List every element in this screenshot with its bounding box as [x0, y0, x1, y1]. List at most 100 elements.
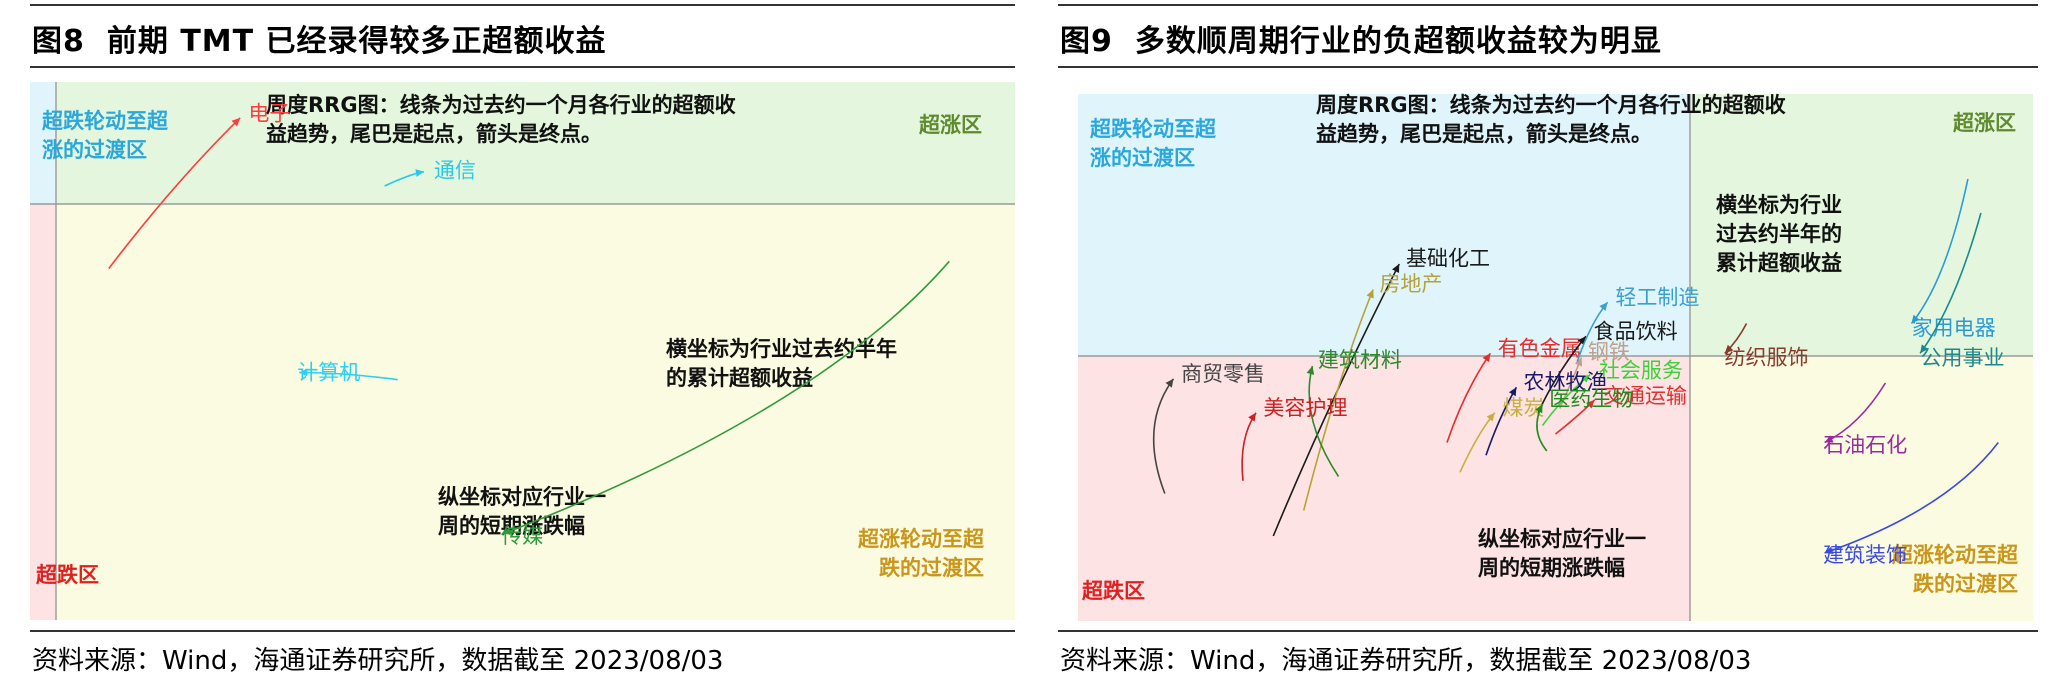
rrg-note: 周度RRG图：线条为过去约一个月各行业的超额收益趋势，尾巴是起点，箭头是终点。 [266, 93, 736, 146]
series-传媒-label: 传媒 [501, 524, 543, 548]
series-食品饮料-label: 食品饮料 [1594, 320, 1678, 344]
x-axis-note: 横坐标为行业过去约半年的累计超额收益 [666, 337, 897, 390]
series-家用电器-label: 家用电器 [1912, 316, 1996, 340]
quadrant-label-bottom-right: 超涨轮动至超跌的过渡区 [858, 527, 985, 580]
series-电子-label: 电子 [248, 102, 290, 126]
series-基础化工-arrow [1392, 264, 1400, 273]
quadrant-bottom-right [56, 204, 1015, 620]
quadrant-label-bottom-right-line: 超涨轮动至超 [858, 527, 985, 551]
series-纺织服饰-label: 纺织服饰 [1725, 345, 1809, 369]
quadrant-label-top-left-line: 超跌轮动至超 [1090, 117, 1217, 141]
series-建筑装饰-arrow [1824, 546, 1834, 555]
quadrant-label-top-left-line: 涨的过渡区 [1090, 146, 1195, 170]
y-axis-note: 纵坐标对应行业一周的短期涨跌幅 [438, 485, 606, 538]
source-note: 资料来源：Wind，海通证券研究所，数据截至 2023/08/03 [32, 646, 724, 676]
rrg-note-line: 益趋势，尾巴是起点，箭头是终点。 [1316, 122, 1652, 146]
series-基础化工-tail [1272, 263, 1400, 537]
series-医药生物-arrow [1535, 404, 1543, 414]
quadrant-label-top-right-line: 超涨区 [1953, 111, 2016, 135]
series-有色金属-arrow [1482, 353, 1491, 363]
series-轻工制造-arrow [1599, 302, 1608, 312]
series-家用电器-arrow [1911, 314, 1920, 324]
top-rule [30, 4, 1015, 6]
rrg-note: 周度RRG图：线条为过去约一个月各行业的超额收益趋势，尾巴是起点，箭头是终点。 [1316, 93, 1786, 146]
series-房地产-arrow [1366, 289, 1374, 299]
series-社会服务-label: 社会服务 [1599, 359, 1683, 383]
x-axis-note-line: 过去约半年的 [1716, 222, 1842, 246]
quadrant-top-left [30, 82, 56, 204]
series-煤炭-arrow [1486, 412, 1495, 422]
title-rule [1058, 66, 2038, 68]
series-建筑材料-label: 建筑材料 [1318, 348, 1402, 372]
series-石油石化-label: 石油石化 [1823, 433, 1907, 457]
top-rule [1058, 4, 2038, 6]
series-轻工制造-label: 轻工制造 [1615, 286, 1699, 310]
series-通信-label: 通信 [434, 159, 476, 183]
series-计算机-tail [299, 371, 398, 381]
quadrant-label-top-right: 超涨区 [919, 113, 982, 137]
series-建筑材料-arrow [1306, 366, 1315, 375]
series-公用事业-arrow [1920, 344, 1929, 354]
series-公用事业-label: 公用事业 [1921, 346, 2005, 370]
figure-8-panel: 图8 前期 TMT 已经录得较多正超额收益 超跌轮动至超涨的过渡区 超涨区超跌区 超涨… [30, 0, 1015, 682]
series-有色金属-label: 有色金属 [1498, 336, 1582, 360]
series-商贸零售-arrow [1165, 378, 1174, 388]
quadrant-label-bottom-left-line: 超跌区 [36, 563, 99, 587]
series-钢铁-arrow [1574, 357, 1583, 367]
series-美容护理-arrow [1248, 412, 1256, 422]
series-农林牧渔-arrow [1508, 387, 1517, 397]
series-电子-arrow [231, 117, 241, 127]
series-传媒-arrow [502, 527, 512, 535]
series-基础化工-label: 基础化工 [1406, 247, 1490, 271]
figure-label: 图9 [1060, 24, 1113, 59]
quadrant-label-bottom-right-line: 超涨轮动至超 [1892, 543, 2019, 567]
source-note: 资料来源：Wind，海通证券研究所，数据截至 2023/08/03 [1060, 646, 1752, 676]
quadrant-label-bottom-left: 超跌区 [1082, 579, 1145, 603]
series-有色金属-tail [1446, 352, 1492, 443]
rrg-note-line: 周度RRG图：线条为过去约一个月各行业的超额收 [266, 93, 736, 117]
series-房地产-label: 房地产 [1379, 272, 1442, 296]
series-交通运输-arrow [1586, 400, 1595, 409]
figure-label: 图8 [32, 24, 85, 59]
series-建筑装饰-tail [1824, 442, 1999, 554]
series-医药生物-label: 医药生物 [1549, 387, 1633, 411]
quadrant-label-bottom-left: 超跌区 [36, 563, 99, 587]
series-商贸零售-label: 商贸零售 [1181, 362, 1265, 386]
series-通信-arrow [415, 169, 424, 177]
series-商贸零售-tail [1152, 378, 1175, 494]
series-建筑材料-tail [1308, 365, 1340, 477]
series-美容护理-label: 美容护理 [1263, 396, 1347, 420]
series-公用事业-tail [1919, 212, 1982, 354]
series-交通运输-label: 交通运输 [1603, 384, 1687, 408]
y-axis-note-line: 纵坐标对应行业一 [1478, 527, 1646, 551]
x-axis-note: 横坐标为行业过去约半年的累计超额收益 [1716, 193, 1842, 275]
series-建筑装饰-label: 建筑装饰 [1823, 543, 1907, 567]
series-房地产-tail [1302, 289, 1374, 511]
rrg-note-line: 益趋势，尾巴是起点，箭头是终点。 [266, 122, 602, 146]
y-axis-note-line: 纵坐标对应行业一 [438, 485, 606, 509]
series-社会服务-arrow [1581, 374, 1591, 383]
series-钢铁-label: 钢铁 [1588, 340, 1630, 364]
quadrant-bottom-right [1690, 356, 2033, 621]
series-传媒-tail [502, 260, 950, 535]
quadrant-label-top-left: 超跌轮动至超涨的过渡区 [42, 109, 169, 162]
bottom-rule [30, 630, 1015, 632]
x-axis-note-line: 的累计超额收益 [666, 366, 813, 390]
series-计算机-arrow [299, 368, 308, 377]
series-计算机-label: 计算机 [297, 361, 360, 385]
quadrant-bottom-left [1078, 356, 1690, 621]
quadrant-label-top-left-line: 涨的过渡区 [42, 138, 147, 162]
series-电子-tail [108, 117, 241, 269]
series-家用电器-tail [1910, 178, 1969, 325]
figure-title-text: 前期 TMT 已经录得较多正超额收益 [106, 24, 607, 59]
quadrant-top-right [1690, 94, 2033, 356]
figure-title-text: 多数顺周期行业的负超额收益较为明显 [1134, 24, 1662, 59]
quadrant-label-bottom-left-line: 超跌区 [1082, 579, 1145, 603]
title-rule [30, 66, 1015, 68]
figure-title: 图8 前期 TMT 已经录得较多正超额收益 [32, 16, 607, 60]
bottom-rule [1058, 630, 2038, 632]
quadrant-label-bottom-right: 超涨轮动至超跌的过渡区 [1892, 543, 2019, 596]
y-axis-note: 纵坐标对应行业一周的短期涨跌幅 [1478, 527, 1646, 580]
